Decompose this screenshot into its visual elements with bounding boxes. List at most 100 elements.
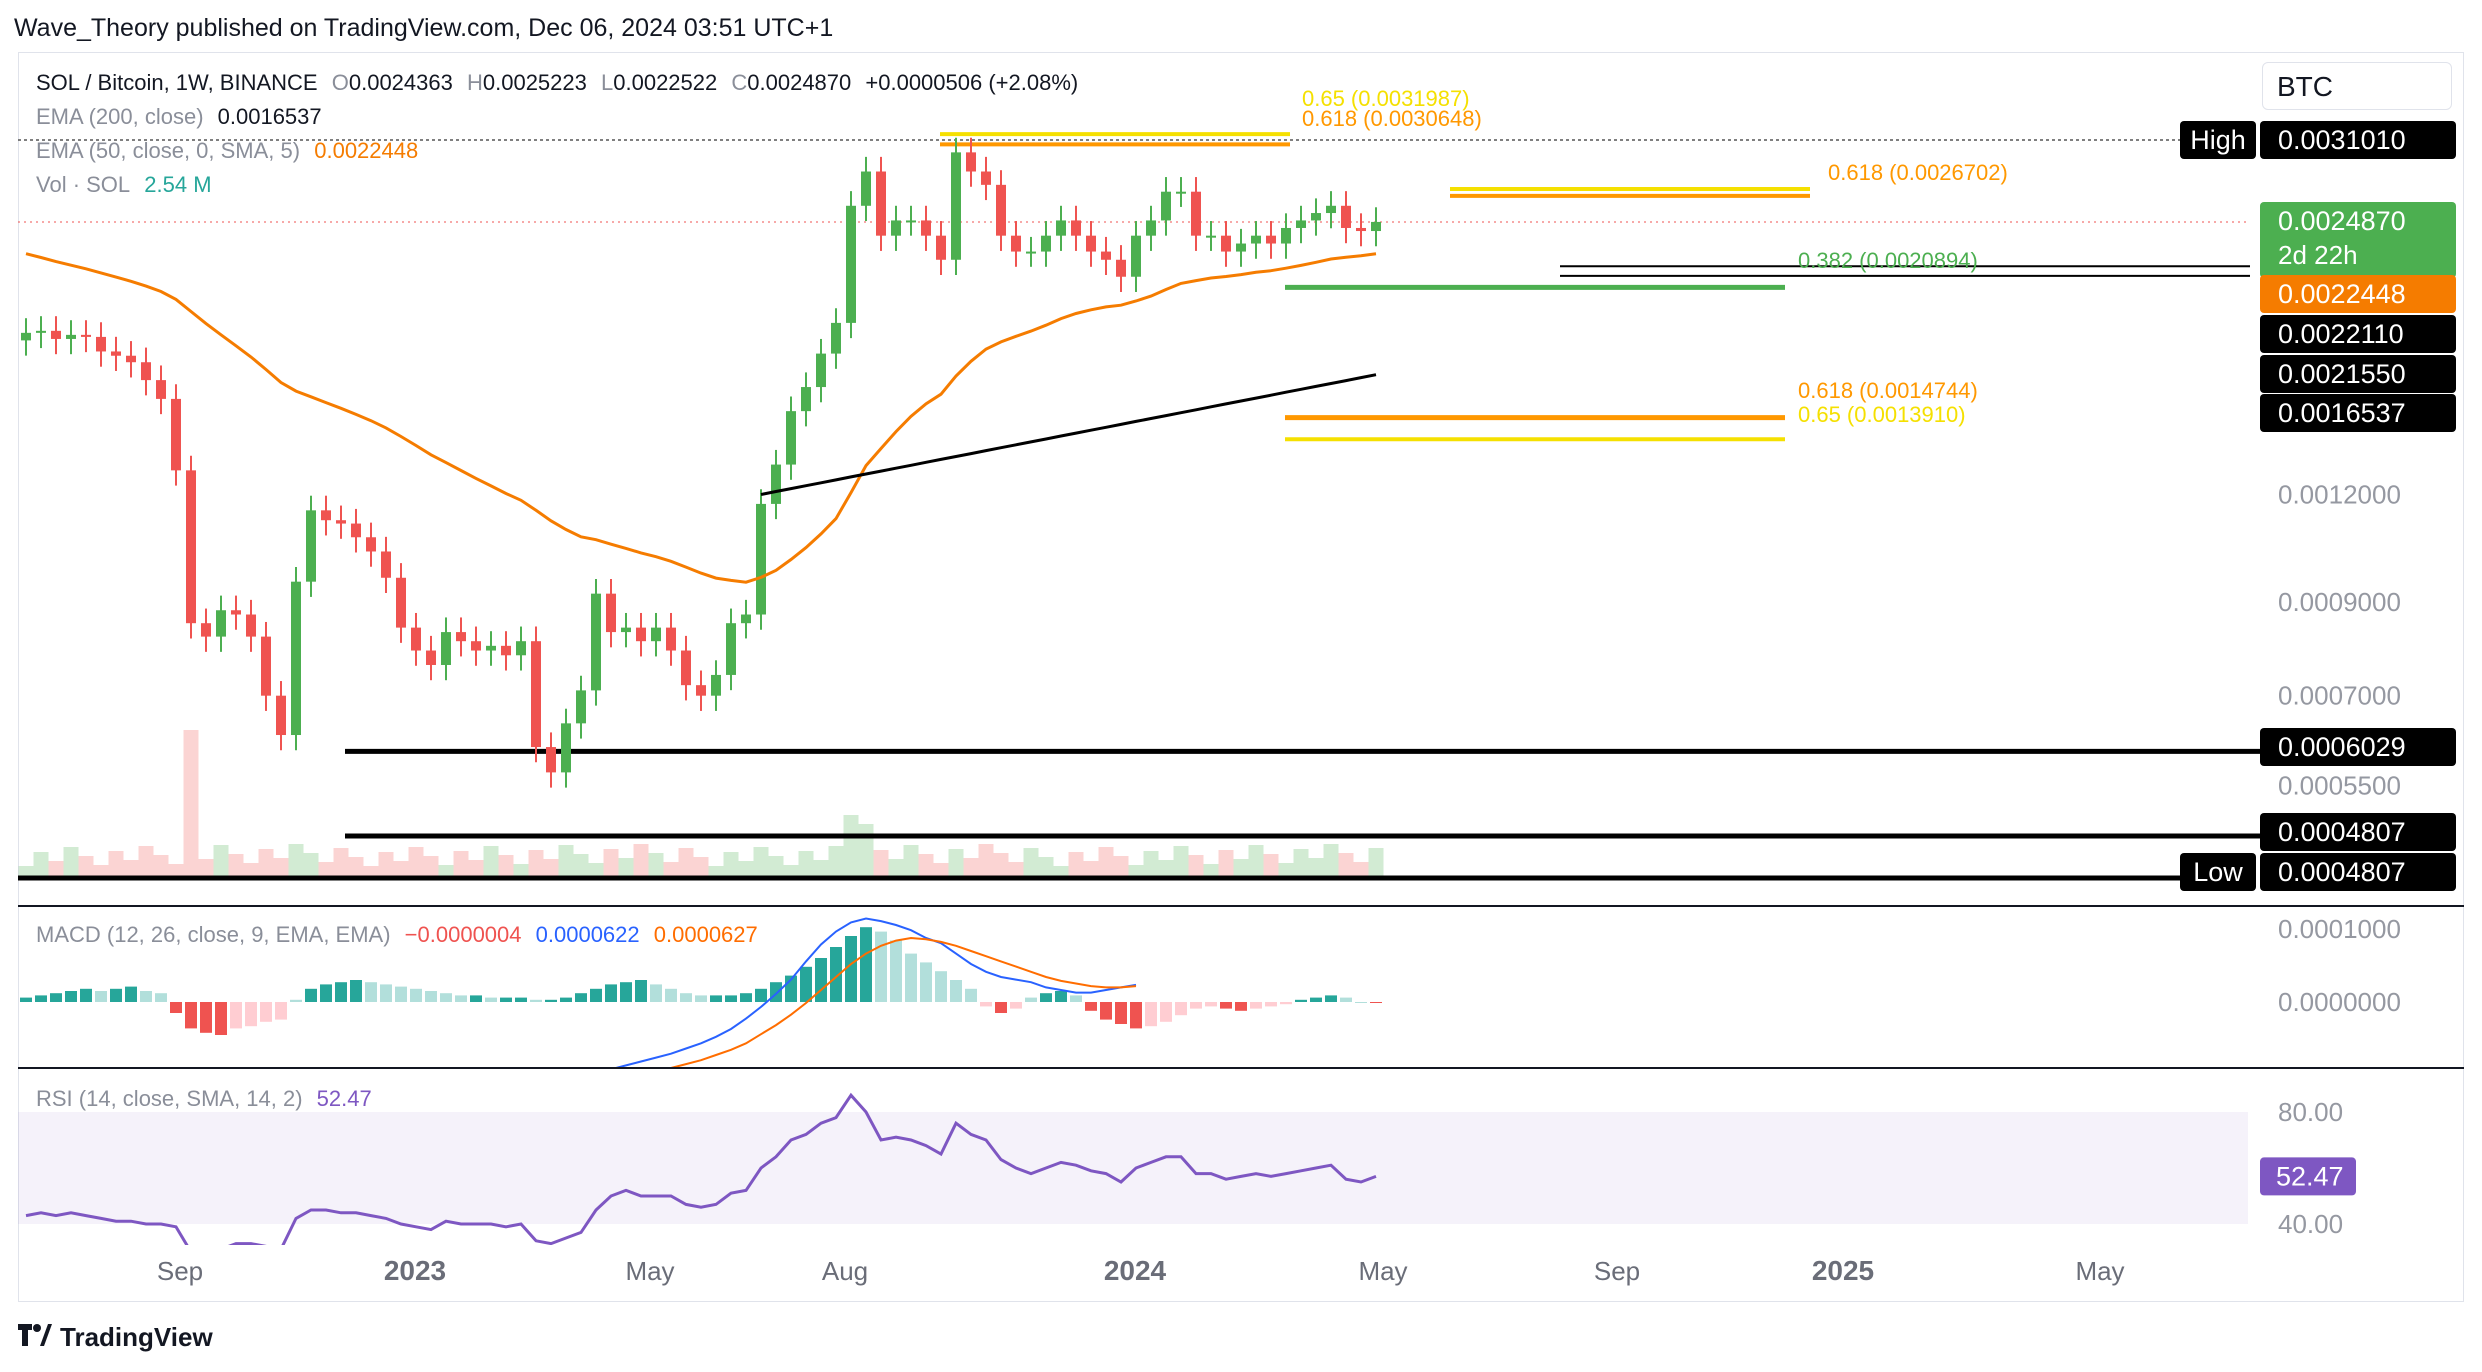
macd-histogram-bar xyxy=(245,1002,257,1027)
macd-histogram-bar xyxy=(905,953,917,1002)
macd-histogram-bar xyxy=(1235,1002,1247,1011)
x-tick-label: May xyxy=(625,1256,674,1286)
volume-bar xyxy=(738,861,754,880)
macd-histogram-bar xyxy=(545,999,557,1002)
candle-body xyxy=(36,330,46,333)
candle-body xyxy=(1311,213,1321,221)
macd-histogram-bar xyxy=(605,984,617,1002)
volume-bar xyxy=(723,852,739,880)
macd-histogram-bar xyxy=(110,988,122,1002)
price-badge-value: 0.0004807 xyxy=(2278,857,2406,887)
volume-bar xyxy=(1218,850,1234,880)
candle-body xyxy=(1071,220,1081,236)
legend-high: 0.0025223 xyxy=(482,70,587,95)
candle-body xyxy=(1146,220,1156,236)
legend-macd[interactable]: MACD (12, 26, close, 9, EMA, EMA) −0.000… xyxy=(36,922,766,948)
candle-body xyxy=(456,632,466,642)
macd-histogram-bar xyxy=(1370,1002,1382,1003)
price-badge-value: 0.0021550 xyxy=(2278,359,2406,389)
price-badge xyxy=(2260,355,2456,393)
legend-low: 0.0022522 xyxy=(613,70,718,95)
macd-histogram-bar xyxy=(410,988,422,1002)
tradingview-logo[interactable]: TradingView xyxy=(18,1322,213,1353)
candle-body xyxy=(1131,235,1141,277)
fib-label: 0.382 (0.0020894) xyxy=(1798,248,1978,273)
y-tick-label: 0.0005500 xyxy=(2278,771,2401,801)
price-badge-countdown: 2d 22h xyxy=(2278,240,2358,270)
legend-low-label: L xyxy=(601,70,614,95)
volume-bar xyxy=(1248,845,1264,880)
macd-histogram-bar xyxy=(560,997,572,1002)
x-tick-label: 2025 xyxy=(1812,1255,1874,1286)
volume-bar xyxy=(618,858,634,880)
price-badge-tag-label: High xyxy=(2190,125,2246,155)
candle-body xyxy=(246,614,256,637)
macd-histogram-bar xyxy=(920,962,932,1002)
fib-labels: 0.65 (0.0031987)0.618 (0.0030648) 0.618 (… xyxy=(1302,86,2008,427)
price-badge-value: 0.0022110 xyxy=(2278,319,2404,349)
candle-body xyxy=(741,614,751,624)
volume-bar xyxy=(1143,851,1159,880)
macd-histogram-bar xyxy=(320,984,332,1002)
volume-bar xyxy=(873,850,889,880)
rsi-value: 52.47 xyxy=(316,1086,372,1111)
legend-ema50[interactable]: EMA (50, close, 0, SMA, 5) 0.0022448 xyxy=(36,138,426,164)
volume-bar xyxy=(453,851,469,880)
candle-body xyxy=(1161,191,1171,221)
candle-body xyxy=(51,330,61,339)
macd-histogram-bar xyxy=(215,1002,227,1035)
macd-histogram-bar xyxy=(890,940,902,1002)
candle-body xyxy=(771,464,781,504)
y-tick-label: 0.0001000 xyxy=(2278,914,2401,944)
candle-body xyxy=(786,411,796,465)
volume-bar xyxy=(183,730,199,880)
candle-body xyxy=(1251,235,1261,244)
macd-histogram-bar xyxy=(620,982,632,1002)
ema200-line xyxy=(760,373,1377,496)
volume-bar xyxy=(678,848,694,880)
macd-histogram-bar xyxy=(395,986,407,1002)
macd-histogram-bar xyxy=(185,1002,197,1029)
candle-body xyxy=(291,581,301,736)
volume-bar xyxy=(1323,844,1339,880)
price-badge xyxy=(2260,853,2456,891)
macd-histogram-bar xyxy=(1205,1002,1217,1007)
macd-histogram-bar xyxy=(575,993,587,1002)
macd-histogram-bar xyxy=(980,1002,992,1007)
candle-body xyxy=(366,537,376,552)
macd-histogram-bar xyxy=(1265,1002,1277,1007)
macd-histogram-bar xyxy=(1070,995,1082,1002)
macd-histogram-bar xyxy=(365,982,377,1002)
volume-bar xyxy=(1293,849,1309,880)
y-tick-label: 80.00 xyxy=(2278,1097,2343,1127)
candle-body xyxy=(186,470,196,624)
macd-panel xyxy=(20,917,1382,1068)
candle-body xyxy=(1326,205,1336,214)
candle-body xyxy=(681,650,691,686)
fib-label: 0.618 (0.0030648) xyxy=(1302,106,1482,131)
volume-bar xyxy=(1233,859,1249,880)
candle-body xyxy=(231,610,241,615)
candle-body xyxy=(1101,251,1111,260)
candle-body xyxy=(306,510,316,582)
volume-bar xyxy=(348,857,364,880)
legend-high-label: H xyxy=(466,70,483,95)
legend-open-label: O xyxy=(331,70,349,95)
volume-bar xyxy=(138,846,154,880)
x-tick-label: Sep xyxy=(157,1256,203,1286)
volume-bar xyxy=(633,844,649,880)
price-badge-value: 0.0022448 xyxy=(2278,279,2406,309)
volume-bar xyxy=(813,860,829,880)
volume-bar xyxy=(303,853,319,880)
y-tick-label: 0.0009000 xyxy=(2278,587,2401,617)
legend-volume[interactable]: Vol · SOL 2.54 M xyxy=(36,172,220,198)
legend-main[interactable]: SOL / Bitcoin, 1W, BINANCE O0.0024363 H0… xyxy=(36,70,1086,96)
macd-histogram-bar xyxy=(1100,1002,1112,1020)
currency-button[interactable]: BTC xyxy=(2262,62,2452,110)
volume-bar xyxy=(288,844,304,880)
legend-ema200[interactable]: EMA (200, close) 0.0016537 xyxy=(36,104,330,130)
volume-bar xyxy=(1098,847,1114,880)
macd-histogram-bar xyxy=(80,988,92,1002)
legend-rsi[interactable]: RSI (14, close, SMA, 14, 2) 52.47 xyxy=(36,1086,380,1112)
